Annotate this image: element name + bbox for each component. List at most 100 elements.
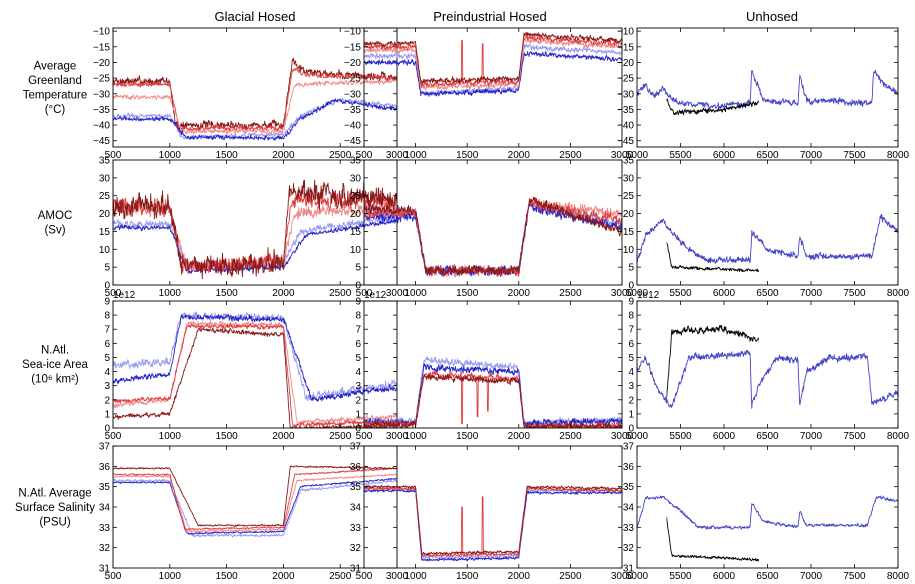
y-tick-label: 35 bbox=[623, 156, 635, 167]
panel-temp-pi: 500 1000 1500 2000 2500 3000 −10 −15 −20 −25 −30 −3… bbox=[344, 27, 634, 161]
y-tick-label: 20 bbox=[623, 209, 635, 220]
y-tick-label: 20 bbox=[350, 209, 362, 220]
axes-frame bbox=[112, 300, 398, 429]
y-tick-label: 0 bbox=[355, 281, 361, 292]
y-tick-label: 37 bbox=[350, 442, 362, 453]
y-tick-label: 34 bbox=[350, 503, 362, 514]
x-tick-label: 2000 bbox=[508, 571, 531, 582]
axes-frame bbox=[112, 159, 398, 286]
panel-temp-glacial: 500 1000 1500 2000 2500 3000 −10 −15 −20 −25 −30 −3… bbox=[93, 27, 409, 161]
series-line-light_red bbox=[113, 473, 397, 533]
x-tick-label: 6500 bbox=[756, 431, 779, 442]
x-tick-label: 500 bbox=[356, 431, 373, 442]
x-tick-label: 5500 bbox=[669, 571, 692, 582]
series-group bbox=[364, 196, 622, 278]
y-tick-label: 9 bbox=[104, 297, 110, 308]
x-tick-label: 6000 bbox=[713, 431, 736, 442]
axes-frame bbox=[636, 300, 899, 429]
x-tick-label: 5500 bbox=[669, 431, 692, 442]
y-tick-label: −40 bbox=[344, 121, 361, 132]
x-tick-label: 5500 bbox=[669, 288, 692, 299]
x-tick-label: 6000 bbox=[713, 150, 736, 161]
x-tick-label: 2000 bbox=[272, 288, 295, 299]
panel-salinity-unhosed: 5000 5500 6000 6500 7000 7500 8000 31 32 33 34 35 36… bbox=[623, 442, 910, 583]
y-tick-label: −20 bbox=[344, 58, 361, 69]
x-tick-label: 2000 bbox=[508, 431, 531, 442]
y-tick-label: −10 bbox=[93, 27, 110, 38]
y-tick-label: −40 bbox=[93, 121, 110, 132]
y-tick-label: 34 bbox=[623, 503, 635, 514]
x-tick-label: 2500 bbox=[559, 571, 582, 582]
exponent-label: 1e12 bbox=[364, 290, 387, 301]
x-tick-label: 6000 bbox=[713, 288, 736, 299]
x-tick-label: 7500 bbox=[843, 571, 866, 582]
exponent-label: 1e12 bbox=[637, 290, 660, 301]
x-tick-label: 1500 bbox=[456, 571, 479, 582]
series-group bbox=[113, 57, 397, 141]
series-line-blue bbox=[113, 98, 397, 141]
y-tick-label: 5 bbox=[628, 263, 634, 274]
x-tick-label: 5000 bbox=[626, 571, 649, 582]
y-tick-label: 5 bbox=[355, 353, 361, 364]
y-tick-label: 0 bbox=[104, 424, 110, 435]
series-line-red bbox=[364, 486, 622, 558]
series-line-light_blue bbox=[113, 97, 397, 140]
y-tick-label: 7 bbox=[104, 325, 110, 336]
axes-frame bbox=[363, 445, 623, 569]
x-tick-label: 2500 bbox=[329, 431, 352, 442]
x-tick-label: 2500 bbox=[559, 150, 582, 161]
y-tick-label: 36 bbox=[99, 462, 111, 473]
series-group bbox=[364, 356, 622, 428]
series-line-dark_red bbox=[364, 32, 622, 85]
x-tick-label: 500 bbox=[105, 431, 122, 442]
y-tick-label: 7 bbox=[628, 325, 634, 336]
x-tick-label: 2000 bbox=[508, 288, 531, 299]
x-tick-label: 7500 bbox=[843, 431, 866, 442]
panel-temp-unhosed: 5000 5500 6000 6500 7000 7500 8000 −10 −15 −20 −25… bbox=[617, 27, 910, 161]
y-tick-label: 0 bbox=[628, 281, 634, 292]
x-tick-label: 1500 bbox=[456, 150, 479, 161]
x-tick-label: 2500 bbox=[329, 150, 352, 161]
x-tick-label: 1500 bbox=[215, 150, 238, 161]
x-tick-label: 3000 bbox=[611, 571, 634, 582]
x-tick-label: 1000 bbox=[404, 431, 427, 442]
series-line-dark_red bbox=[364, 373, 622, 428]
series-line-purple_blue bbox=[637, 349, 898, 409]
x-tick-label: 2000 bbox=[272, 431, 295, 442]
y-tick-label: 32 bbox=[99, 543, 111, 554]
y-tick-label: 33 bbox=[99, 523, 111, 534]
row-label-0-line-3: (°C) bbox=[45, 104, 66, 116]
row-labels: Average Greenland Temperature (°C) AMOC (Sv) N… bbox=[15, 60, 95, 528]
x-tick-label: 2000 bbox=[508, 150, 531, 161]
series-group bbox=[364, 484, 622, 562]
x-tick-label: 5500 bbox=[669, 150, 692, 161]
axes-frame bbox=[363, 159, 623, 286]
y-tick-label: 31 bbox=[99, 564, 111, 575]
series-line-dark_red bbox=[113, 327, 397, 428]
y-tick-label: −25 bbox=[344, 74, 361, 85]
y-tick-label: 0 bbox=[628, 424, 634, 435]
series-line-blue bbox=[364, 489, 622, 562]
y-tick-label: 4 bbox=[628, 367, 634, 378]
x-tick-label: 3000 bbox=[611, 150, 634, 161]
row-label-2-line-0: N.Atl. bbox=[41, 345, 69, 357]
panels: 500 1000 1500 2000 2500 3000−10−15−20−25−30−3… bbox=[93, 27, 910, 582]
series-line-black bbox=[666, 325, 759, 401]
x-tick-label: 7000 bbox=[800, 150, 823, 161]
x-tick-label: 3000 bbox=[611, 431, 634, 442]
y-tick-label: 3 bbox=[628, 381, 634, 392]
row-label-2-line-2: (10⁶ km²) bbox=[31, 374, 79, 386]
panel-amoc-glacial: 500 1000 1500 2000 2500 3000 0 5 10 15 20 25 30 35 bbox=[99, 156, 409, 300]
y-tick-label: −35 bbox=[93, 105, 110, 116]
panel-salinity-glacial: 500 1000 1500 2000 2500 3000 31 32 33 34 35 36 37 bbox=[99, 442, 409, 583]
exponent-label: 1e12 bbox=[113, 290, 136, 301]
x-tick-label: 500 bbox=[105, 150, 122, 161]
y-tick-label: 6 bbox=[628, 339, 634, 350]
column-title-glacial: Glacial Hosed bbox=[215, 9, 296, 24]
x-tick-label: 3000 bbox=[611, 288, 634, 299]
axes-frame bbox=[363, 300, 623, 429]
x-tick-label: 7000 bbox=[800, 288, 823, 299]
y-tick-label: −10 bbox=[344, 27, 361, 38]
